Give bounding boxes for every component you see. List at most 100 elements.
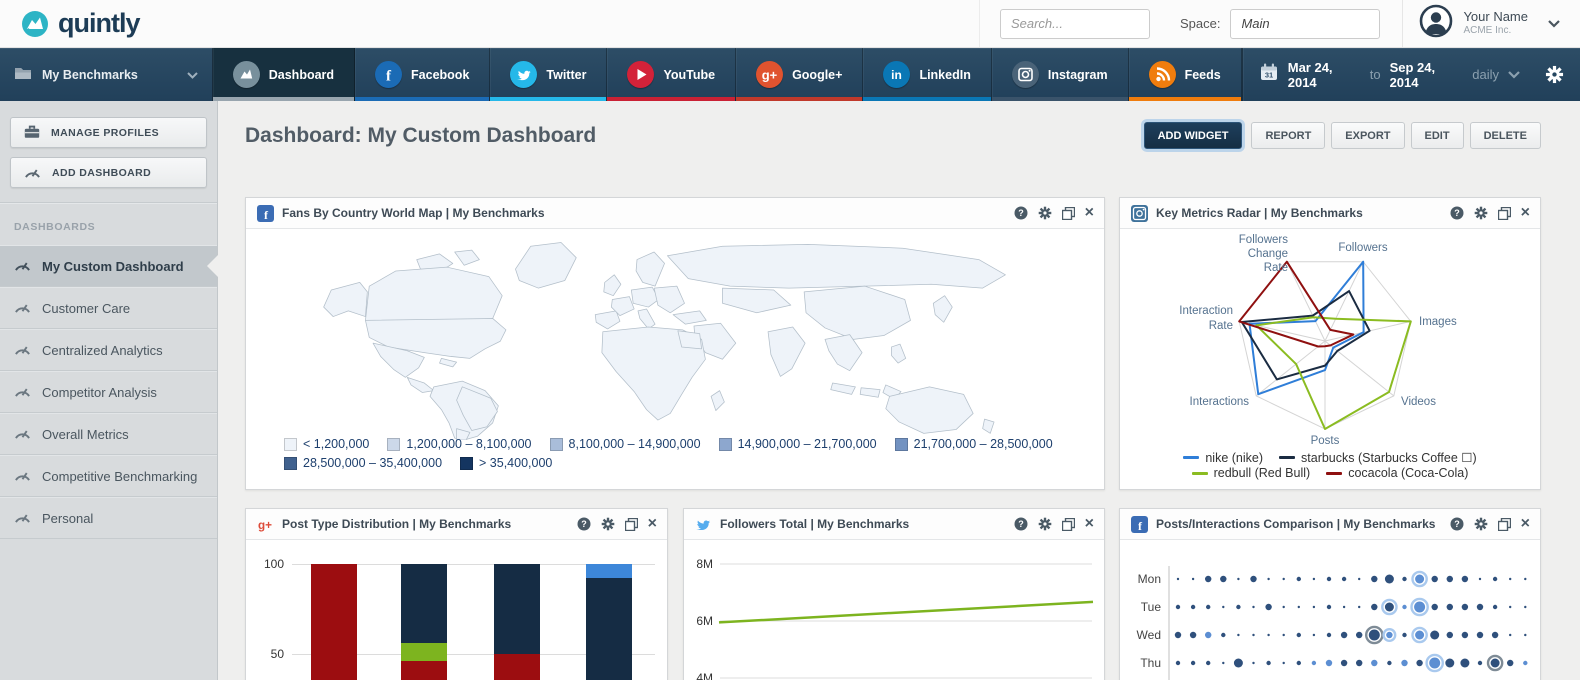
duplicate-icon[interactable] <box>1497 517 1511 531</box>
data-dot <box>1312 633 1316 637</box>
tab-google[interactable]: g+ Google+ <box>736 48 864 101</box>
help-icon[interactable]: ? <box>577 517 591 531</box>
radar-legend-item[interactable]: cocacola (Coca-Cola) <box>1326 466 1468 480</box>
country-australia <box>885 386 974 434</box>
help-icon[interactable]: ? <box>1450 517 1464 531</box>
svg-text:g+: g+ <box>258 519 272 532</box>
edit-button[interactable]: EDIT <box>1410 122 1464 149</box>
close-icon[interactable]: × <box>1084 204 1094 221</box>
space-input[interactable] <box>1230 8 1381 39</box>
sidebar-item-personal[interactable]: Personal <box>0 497 217 539</box>
settings-gear-icon[interactable] <box>1038 206 1052 220</box>
settings-gear-icon[interactable] <box>1474 517 1488 531</box>
report-button[interactable]: REPORT <box>1251 122 1326 149</box>
data-dot <box>1524 577 1527 581</box>
tab-linkedin[interactable]: in LinkedIn <box>863 48 992 101</box>
sidebar-item-overall-metrics[interactable]: Overall Metrics <box>0 413 217 455</box>
data-dot <box>1189 631 1197 639</box>
legend-swatch <box>718 438 732 451</box>
data-dot <box>1191 577 1195 581</box>
data-dot <box>1461 603 1469 611</box>
quintly-logo[interactable]: quintly <box>20 8 140 39</box>
manage-profiles-button[interactable]: MANAGE PROFILES <box>10 117 207 148</box>
export-button[interactable]: EXPORT <box>1331 122 1405 149</box>
tab-youtube[interactable]: YouTube <box>607 48 737 101</box>
search-input[interactable] <box>999 8 1150 39</box>
tab-dashboard[interactable]: Dashboard <box>212 48 356 101</box>
date-range-end[interactable]: Sep 24, 2014 <box>1389 59 1436 90</box>
widget-title: Fans By Country World Map | My Benchmark… <box>282 206 545 220</box>
data-dot <box>1429 657 1441 669</box>
help-icon[interactable]: ? <box>1450 206 1464 220</box>
user-menu[interactable]: Your Name ACME Inc. <box>1402 0 1566 47</box>
country-eastern_europe <box>653 285 685 314</box>
data-dot <box>1358 577 1361 581</box>
data-dot <box>1461 631 1469 639</box>
data-dot <box>1386 631 1393 639</box>
data-dot <box>1492 576 1498 582</box>
close-icon[interactable]: × <box>1084 515 1094 532</box>
sidebar-item-competitor-analysis[interactable]: Competitor Analysis <box>0 371 217 413</box>
gauge-icon <box>13 257 32 275</box>
settings-gear-icon[interactable] <box>601 517 615 531</box>
sidebar-item-customer-care[interactable]: Customer Care <box>0 287 217 329</box>
close-icon[interactable]: × <box>1520 515 1530 532</box>
close-icon[interactable]: × <box>647 515 657 532</box>
settings-gear-icon[interactable] <box>1545 65 1564 84</box>
data-dot <box>1326 576 1332 582</box>
settings-gear-icon[interactable] <box>1038 517 1052 531</box>
y-axis-label: 8M <box>696 557 713 571</box>
data-dot <box>1402 576 1407 582</box>
tab-twitter[interactable]: Twitter <box>490 48 608 101</box>
radar-legend-item[interactable]: nike (nike) <box>1183 450 1263 465</box>
radar-legend-item[interactable]: starbucks (Starbucks Coffee ☐) <box>1279 450 1477 465</box>
radar-legend-item[interactable]: redbull (Red Bull) <box>1191 466 1311 480</box>
tab-facebook[interactable]: f Facebook <box>355 48 491 101</box>
brand-wordmark: quintly <box>58 8 140 38</box>
widget-key-metrics-radar: Key Metrics Radar | My Benchmarks ? × Fo… <box>1119 197 1541 490</box>
widget-followers-total: Followers Total | My Benchmarks ? × 8M 6M… <box>683 508 1105 680</box>
world-choropleth-map <box>323 242 1006 440</box>
country-greenland <box>515 242 577 289</box>
settings-gear-icon[interactable] <box>1474 206 1488 220</box>
add-dashboard-button[interactable]: ADD DASHBOARD <box>10 157 207 188</box>
help-icon[interactable]: ? <box>1014 517 1028 531</box>
legend-label: starbucks (Starbucks Coffee ☐) <box>1301 451 1477 465</box>
duplicate-icon[interactable] <box>1497 206 1511 220</box>
widget-title: Followers Total | My Benchmarks <box>720 517 910 531</box>
tab-label: Twitter <box>546 67 587 82</box>
sidebar-item-centralized-analytics[interactable]: Centralized Analytics <box>0 329 217 371</box>
close-icon[interactable]: × <box>1520 204 1530 221</box>
button-label: MANAGE PROFILES <box>51 126 160 139</box>
interval-select[interactable]: daily <box>1472 67 1499 82</box>
duplicate-icon[interactable] <box>1061 517 1075 531</box>
bar-segment <box>586 578 632 680</box>
country-central_asia <box>722 287 792 314</box>
top-header: quintly Space: Your Name <box>0 0 1580 48</box>
country-cuba <box>439 357 457 368</box>
duplicate-icon[interactable] <box>624 517 638 531</box>
svg-text:?: ? <box>1454 208 1460 218</box>
legend-label: redbull (Red Bull) <box>1213 466 1311 480</box>
date-range-start[interactable]: Mar 24, 2014 <box>1287 59 1333 90</box>
sidebar-item-my-custom-dashboard[interactable]: My Custom Dashboard <box>0 245 217 287</box>
bar-segment <box>494 654 540 680</box>
tab-instagram[interactable]: Instagram <box>991 48 1129 101</box>
sidebar-item-label: My Custom Dashboard <box>42 258 184 274</box>
map-legend-item: 14,900,000 – 21,700,000 <box>718 436 877 453</box>
data-dot <box>1491 631 1499 639</box>
y-axis-label: 6M <box>696 614 713 628</box>
gauge-icon <box>23 164 42 182</box>
sidebar-item-competitive-benchmarking[interactable]: Competitive Benchmarking <box>0 455 217 497</box>
bar-segment <box>311 564 357 680</box>
svg-text:f: f <box>1138 519 1143 533</box>
data-dot <box>1340 659 1348 667</box>
help-icon[interactable]: ? <box>1014 206 1028 220</box>
add-widget-button[interactable]: ADD WIDGET <box>1143 122 1243 149</box>
avatar <box>1419 4 1453 43</box>
benchmark-group-selector[interactable]: My Benchmarks <box>0 48 213 101</box>
data-dot <box>1431 575 1438 583</box>
duplicate-icon[interactable] <box>1061 206 1075 220</box>
tab-feeds[interactable]: Feeds <box>1128 48 1242 101</box>
delete-button[interactable]: DELETE <box>1469 122 1541 149</box>
